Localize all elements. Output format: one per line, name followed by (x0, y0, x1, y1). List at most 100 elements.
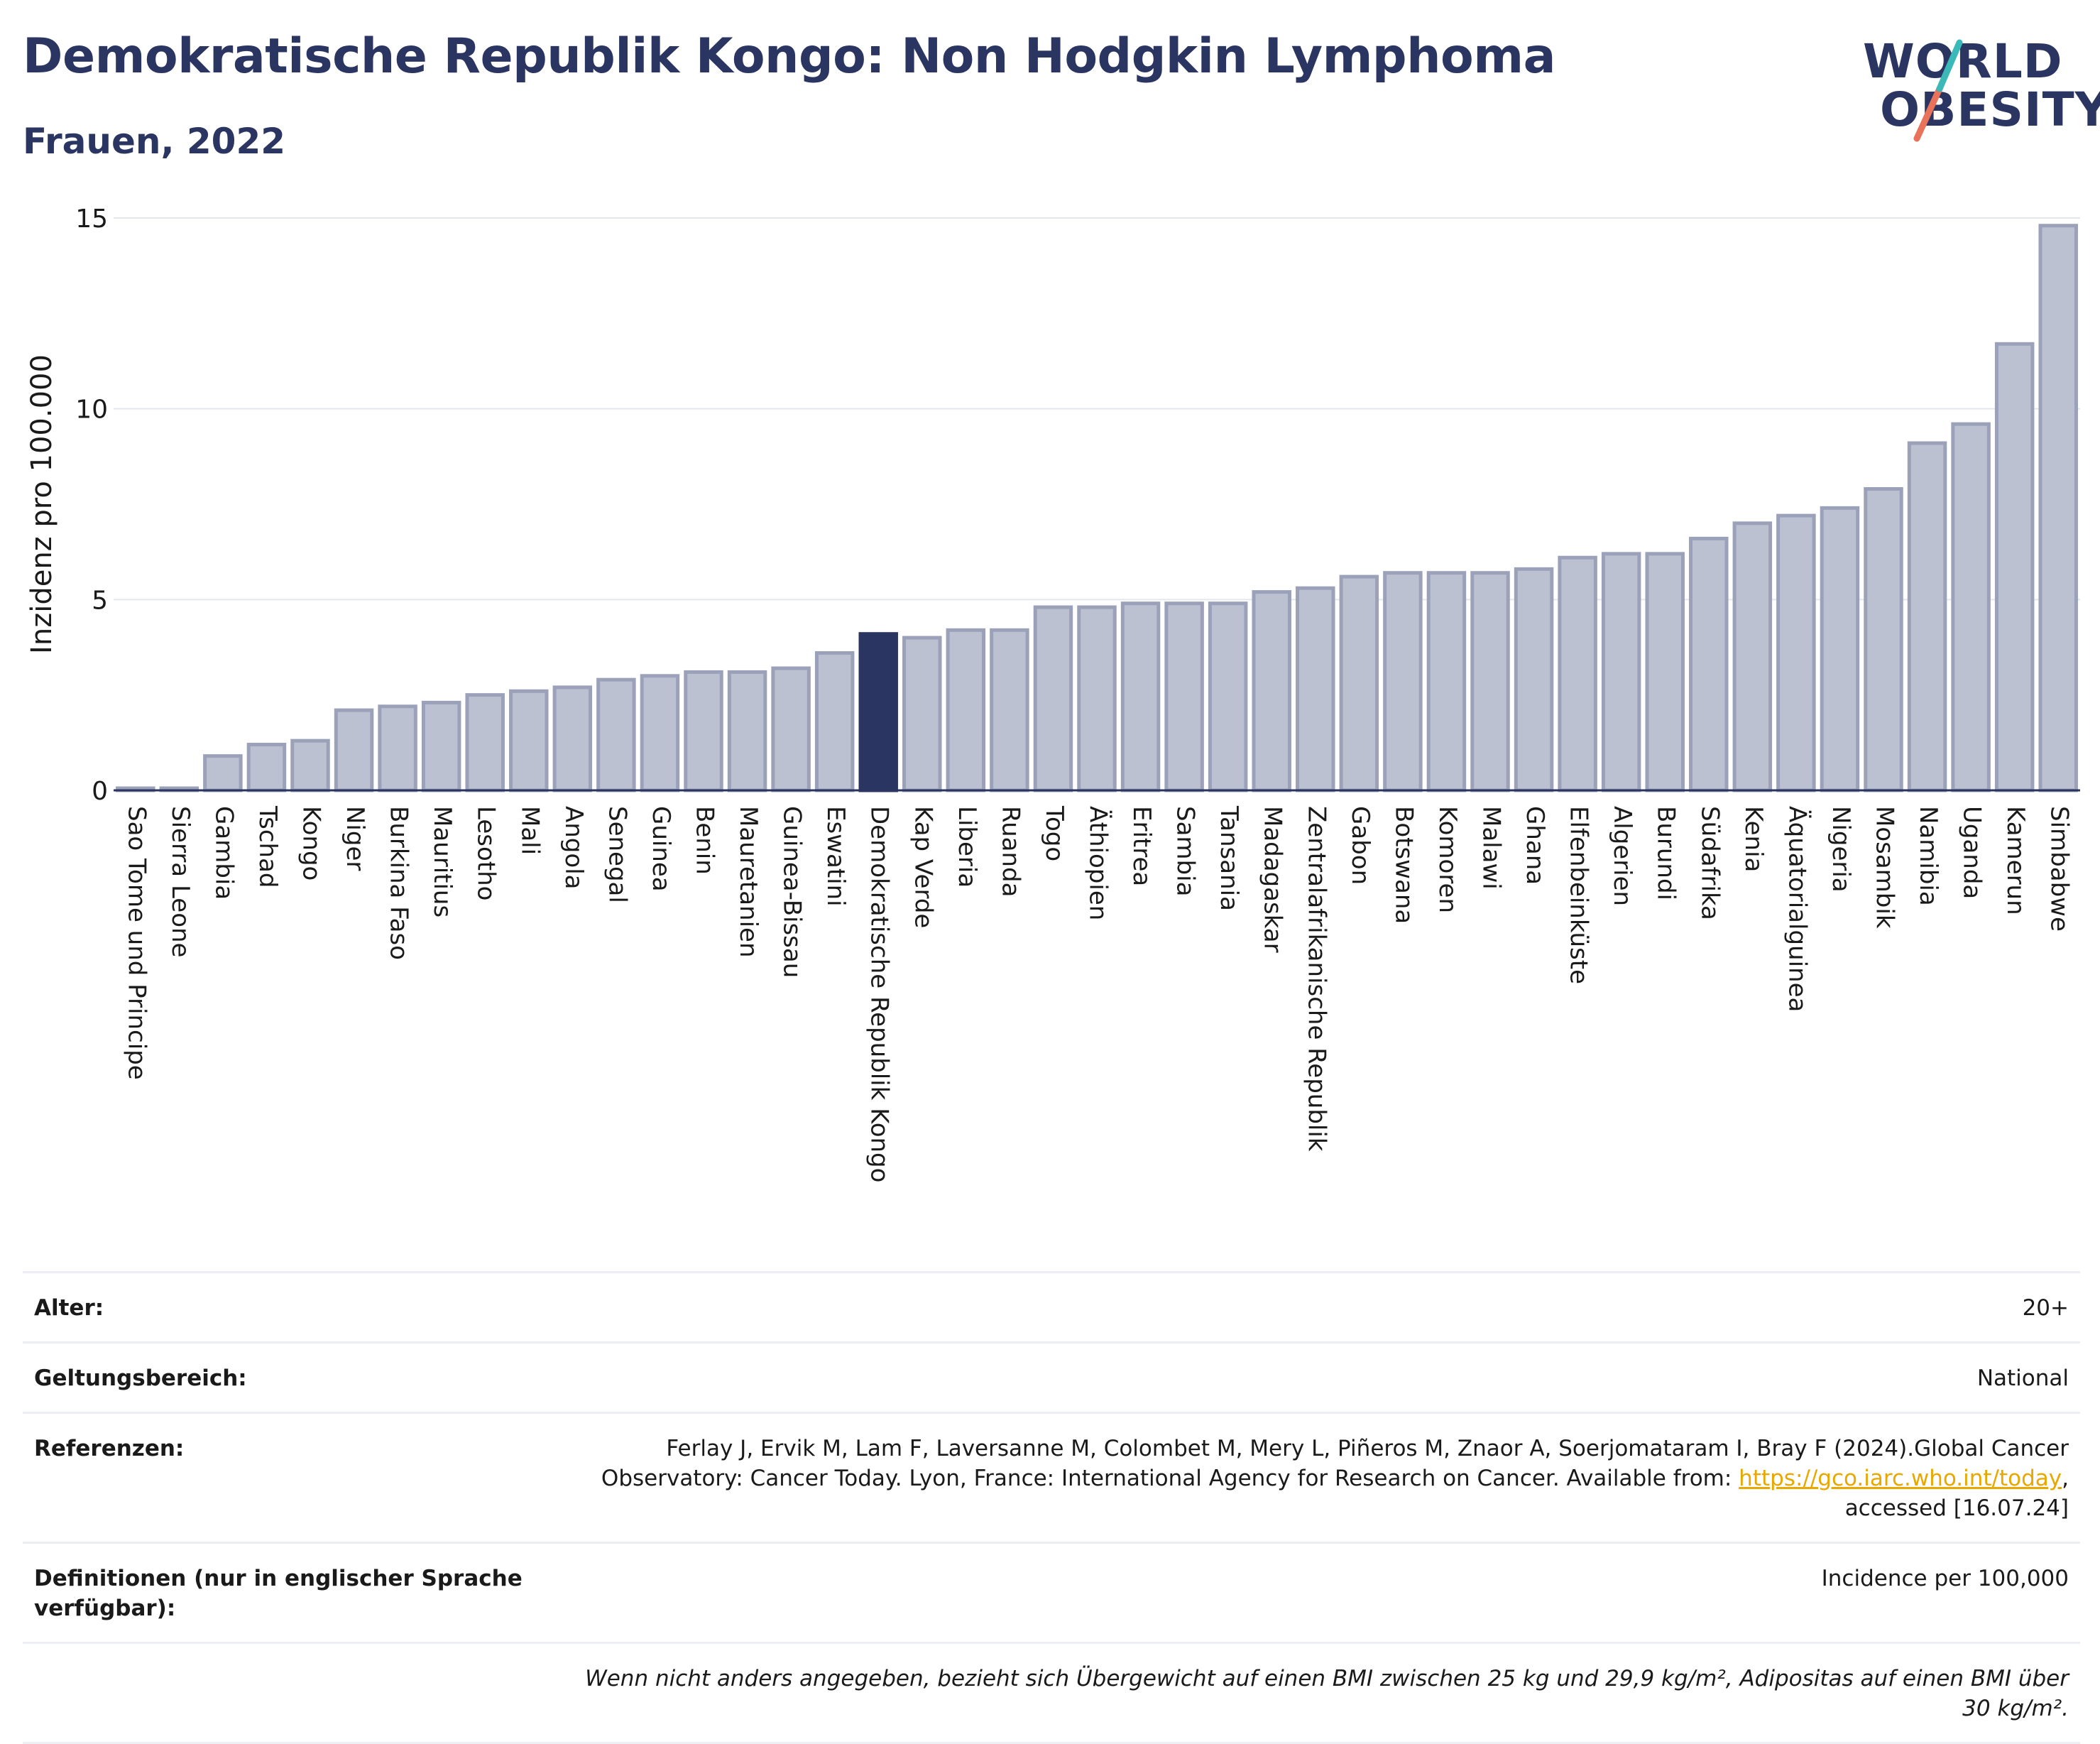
definitions-value: Incidence per 100,000 (1821, 1566, 2069, 1591)
bar (1776, 513, 1816, 792)
chart-title: Demokratische Republik Kongo: Non Hodgki… (23, 28, 1555, 85)
bar (1645, 552, 1685, 792)
definitions-label: Definitionen (nur in englischer Sprache … (34, 1566, 523, 1621)
x-tick-label: Sao Tome und Principe (122, 806, 151, 1080)
info-row-definitions: Definitionen (nur in englischer Sprache … (23, 1544, 2080, 1644)
x-tick-label: Uganda (1958, 806, 1986, 899)
bar (1689, 536, 1729, 792)
x-tick-label: Guinea-Bissau (778, 806, 806, 978)
bmi-note: Wenn nicht anders angegeben, bezieht sic… (585, 1666, 2069, 1721)
bar (946, 628, 986, 792)
bar (1339, 574, 1379, 792)
y-tick-labels: 0 5 10 15 (75, 205, 108, 806)
x-tick-labels: Sao Tome und Principe Sierra Leone Gambia T… (122, 805, 2073, 1182)
y-tick-label: 0 (92, 777, 108, 806)
bar (814, 651, 855, 792)
x-tick-label: Gambia (209, 806, 238, 900)
bar (1820, 506, 1860, 792)
x-tick-label: Botswana (1389, 806, 1418, 924)
bar (1732, 521, 1773, 792)
bar (596, 677, 636, 792)
scope-value: National (1976, 1366, 2069, 1391)
x-tick-label: Mauretanien (734, 806, 762, 958)
bar (1164, 601, 1204, 792)
age-value: 20+ (2022, 1295, 2069, 1321)
x-tick-label: Mosambik (1871, 806, 1899, 929)
info-row-references: Referenzen: Ferlay J, Ervik M, Lam F, La… (23, 1414, 2080, 1544)
info-table: Alter: 20+ Geltungsbereich: National Ref… (23, 1271, 2080, 1744)
x-tick-label: Nigeria (1827, 806, 1855, 893)
x-tick-label: Kenia (1739, 806, 1768, 872)
bar (1601, 552, 1641, 792)
references-accessed: , accessed [16.07.24] (1844, 1466, 2069, 1521)
bar (246, 743, 287, 792)
info-row-age: Alter: 20+ (23, 1273, 2080, 1344)
x-tick-label: Kap Verde (909, 806, 937, 928)
bar (378, 704, 417, 792)
x-tick-label: Benin (691, 806, 719, 875)
logo-line-2: OBESITY (1880, 82, 2100, 137)
x-tick-label: Tschad (253, 805, 282, 888)
x-tick-label: Burundi (1652, 806, 1680, 900)
bar (203, 754, 243, 792)
x-tick-label: Guinea (647, 806, 675, 892)
y-tick-label: 10 (75, 396, 108, 425)
x-tick-label: Eswatini (821, 806, 850, 907)
x-tick-label: Äquatorialguinea (1783, 806, 1811, 1012)
bar (1994, 342, 2035, 792)
x-tick-label: Lesotho (472, 806, 501, 900)
x-tick-label: Niger (341, 806, 369, 871)
age-label: Alter: (34, 1295, 104, 1321)
x-tick-label: Madagaskar (1259, 806, 1287, 953)
references-link[interactable]: https://gco.iarc.who.int/today (1739, 1466, 2062, 1491)
bar (1514, 567, 1554, 792)
bar-chart: 0 5 10 15 Sao Tome und Principe Sierra Leone… (26, 205, 2080, 1182)
x-tick-label: Angola (559, 806, 588, 889)
bar (640, 674, 680, 792)
x-tick-label: Mauritius (428, 806, 456, 917)
bar (465, 693, 505, 792)
x-tick-label: Eritrea (1127, 806, 1156, 886)
bar (421, 700, 461, 792)
bar (1296, 586, 1335, 792)
bar (684, 670, 723, 792)
x-tick-label: Ghana (1521, 806, 1549, 885)
x-tick-label: Senegal (603, 806, 631, 903)
bar (2038, 224, 2078, 792)
bar (1907, 441, 1947, 792)
x-tick-label: Namibia (1914, 806, 1942, 906)
x-tick-label: Komoren (1433, 806, 1462, 913)
references-label: Referenzen: (34, 1436, 185, 1461)
y-axis-label: Inzidenz pro 100.000 (26, 354, 58, 654)
x-tick-label: Ruanda (996, 806, 1024, 897)
references-value: Ferlay J, Ervik M, Lam F, Laversanne M, … (578, 1434, 2069, 1523)
x-tick-label: Algerien (1608, 806, 1636, 906)
bar (1252, 590, 1291, 792)
bar (1470, 571, 1510, 792)
bar (552, 685, 593, 792)
bar (1951, 422, 1991, 792)
bar (290, 739, 330, 792)
x-tick-label: Kongo (297, 806, 326, 881)
info-row-scope: Geltungsbereich: National (23, 1344, 2080, 1414)
x-tick-label: Sambia (1171, 806, 1200, 896)
y-tick-label: 15 (75, 205, 108, 234)
bar (509, 689, 549, 792)
x-tick-label: Simbabwe (2045, 806, 2074, 932)
x-tick-label: Tansania (1215, 805, 1243, 911)
x-tick-label: Togo (1040, 805, 1068, 861)
x-tick-label: Südafrika (1695, 806, 1724, 920)
x-tick-label: Mali (515, 806, 544, 855)
bar (1077, 605, 1117, 792)
x-tick-label: Burkina Faso (385, 806, 413, 960)
x-tick-label: Äthiopien (1084, 806, 1112, 920)
scope-label: Geltungsbereich: (34, 1366, 247, 1391)
bar (727, 670, 767, 792)
logo-slash-icon (1913, 39, 1963, 142)
x-tick-label: Liberia (953, 806, 981, 888)
bar (1558, 555, 1597, 792)
bar (990, 628, 1029, 792)
bar (334, 708, 374, 792)
x-tick-label: Kamerun (2001, 806, 2030, 915)
bars (116, 224, 2078, 792)
